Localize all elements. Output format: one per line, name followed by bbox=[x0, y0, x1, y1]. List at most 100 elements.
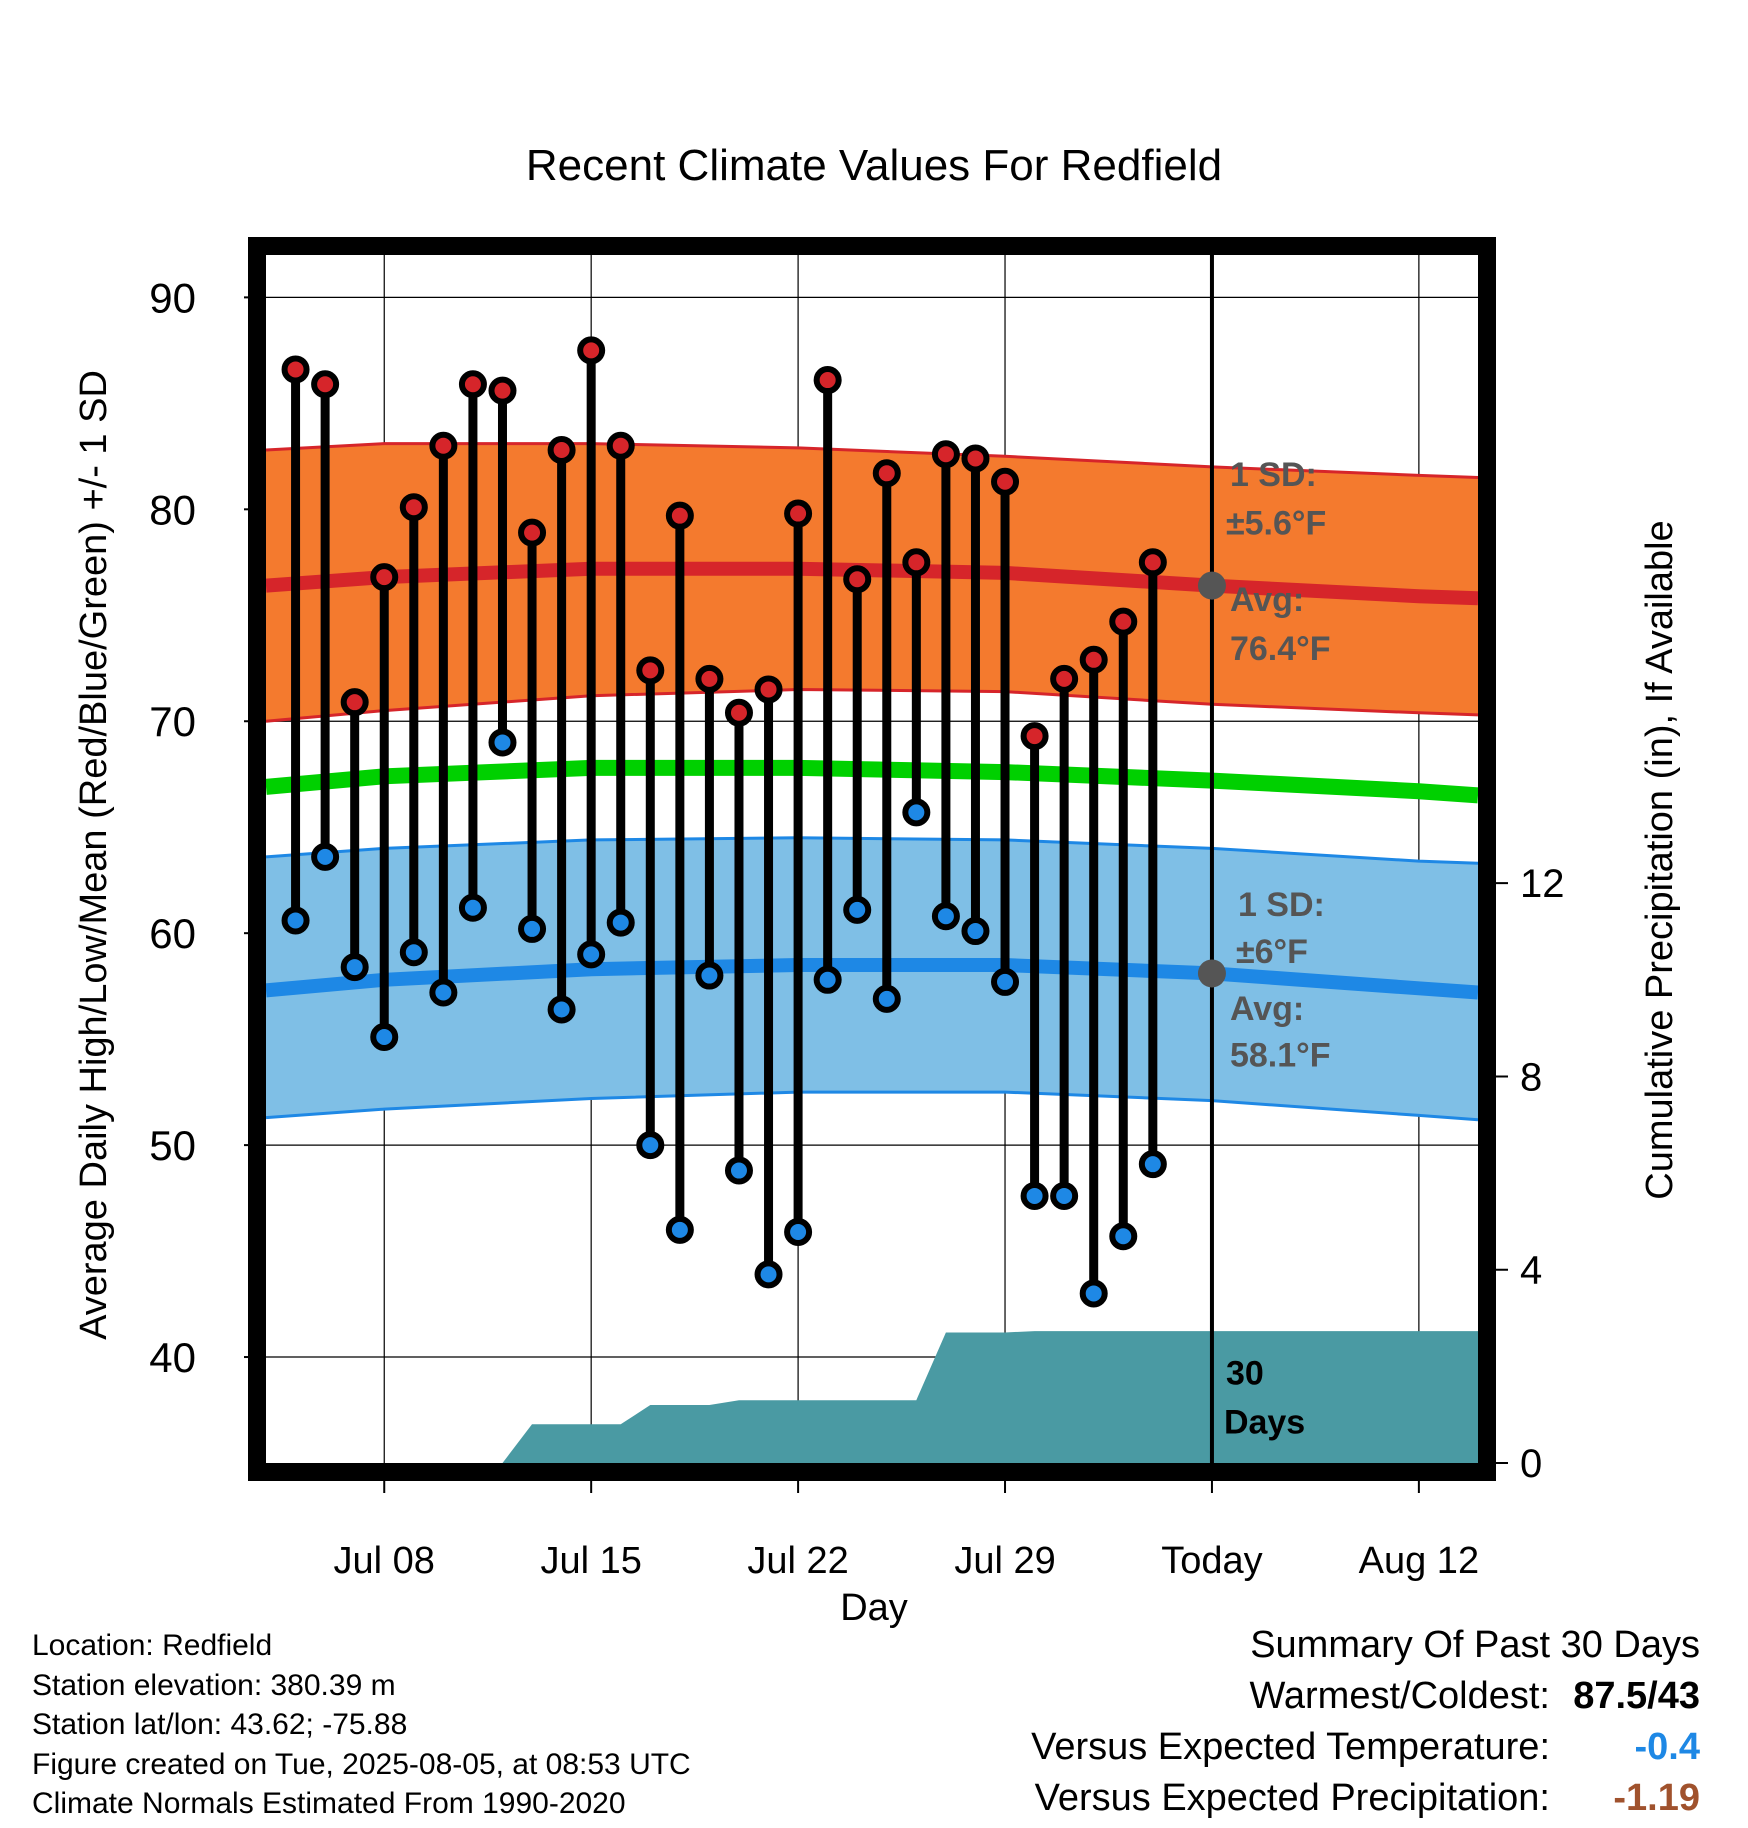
y-tick-label-60: 60 bbox=[149, 910, 196, 957]
low-point-2025-08-01 bbox=[1079, 1279, 1108, 1308]
elevation-text: Station elevation: 380.39 m bbox=[32, 1668, 396, 1702]
annotations: 1 SD: ±5.6°F Avg: 76.4°F 1 SD: ±6°F Avg: 58.1°F… bbox=[1197, 456, 1331, 1441]
high-point-2025-07-14 bbox=[547, 435, 576, 464]
high-point-2025-07-12 bbox=[488, 376, 517, 405]
y-tick-label-70: 70 bbox=[149, 698, 196, 745]
temp-value: -0.4 bbox=[1634, 1726, 1700, 1768]
high-point-2025-07-20 bbox=[724, 698, 753, 727]
warmest-label: Warmest/Coldest: bbox=[1249, 1675, 1550, 1717]
high-point-2025-08-03 bbox=[1138, 548, 1167, 577]
days-label: Days bbox=[1224, 1403, 1305, 1441]
today-low-avg-dot bbox=[1197, 959, 1226, 988]
low-point-2025-07-23 bbox=[813, 965, 842, 994]
x-tick-label-4: Today bbox=[1161, 1540, 1262, 1582]
high-point-2025-07-23 bbox=[813, 366, 842, 395]
low-point-2025-07-24 bbox=[843, 895, 872, 924]
y2-axis-label: Cumulative Precipitation (in), If Availa… bbox=[1639, 520, 1681, 1199]
high-point-2025-07-26 bbox=[902, 548, 931, 577]
high-point-2025-07-07 bbox=[340, 688, 369, 717]
y2-tick-label-12: 12 bbox=[1520, 862, 1565, 906]
low-point-2025-07-16 bbox=[606, 908, 635, 937]
high-point-2025-07-27 bbox=[931, 440, 960, 469]
y-tick-label-40: 40 bbox=[149, 1334, 196, 1381]
low-point-2025-07-30 bbox=[1020, 1181, 1049, 1210]
high-point-2025-07-24 bbox=[843, 565, 872, 594]
low-point-2025-08-02 bbox=[1109, 1222, 1138, 1251]
low-sd-title: 1 SD: bbox=[1238, 886, 1325, 924]
low-point-2025-07-28 bbox=[961, 917, 990, 946]
low-sd-value: ±6°F bbox=[1236, 933, 1308, 971]
high-point-2025-07-06 bbox=[311, 370, 340, 399]
low-point-2025-07-26 bbox=[902, 798, 931, 827]
daily-markers bbox=[281, 245, 1214, 1463]
x-tick-label-5: Aug 12 bbox=[1359, 1540, 1479, 1582]
summary-warmest-row: Warmest/Coldest: 87.5/43 bbox=[1031, 1671, 1700, 1722]
low-point-2025-07-25 bbox=[872, 984, 901, 1013]
location-text: Location: Redfield bbox=[32, 1629, 273, 1662]
low-point-2025-07-08 bbox=[370, 1023, 399, 1052]
low-point-2025-07-20 bbox=[724, 1156, 753, 1185]
summary-panel: Summary Of Past 30 Days Warmest/Coldest:… bbox=[1031, 1620, 1700, 1824]
low-point-2025-07-17 bbox=[636, 1131, 665, 1160]
normals-text: Climate Normals Estimated From 1990-2020 bbox=[32, 1787, 626, 1820]
high-point-2025-07-31 bbox=[1050, 664, 1079, 693]
high-sd-band-lower-edge bbox=[265, 687, 1479, 723]
low-point-2025-07-29 bbox=[991, 967, 1020, 996]
high-point-2025-08-01 bbox=[1079, 645, 1108, 674]
high-point-2025-07-22 bbox=[784, 499, 813, 528]
latlon-text: Station lat/lon: 43.62; -75.88 bbox=[32, 1708, 408, 1741]
high-sd-band bbox=[266, 443, 1478, 722]
precip-value: -1.19 bbox=[1613, 1777, 1700, 1819]
high-point-2025-07-11 bbox=[458, 370, 487, 399]
low-avg-title: Avg: bbox=[1230, 990, 1304, 1028]
low-point-2025-07-09 bbox=[399, 938, 428, 967]
y2-tick-label-8: 8 bbox=[1520, 1055, 1542, 1099]
high-point-2025-07-05 bbox=[281, 355, 310, 384]
low-point-2025-07-05 bbox=[281, 906, 310, 935]
high-sd-title: 1 SD: bbox=[1230, 456, 1317, 494]
precip-area bbox=[266, 1331, 1478, 1463]
high-point-2025-07-25 bbox=[872, 459, 901, 488]
plot-frame bbox=[248, 237, 1496, 1481]
axes: 40 50 60 70 80 90 0 4 8 12 Jul 08 Jul 15 Jul 22 Jul 2… bbox=[149, 274, 1564, 1582]
high-point-2025-07-15 bbox=[577, 336, 606, 365]
today-high-avg-dot bbox=[1197, 571, 1226, 600]
high-point-2025-07-16 bbox=[606, 431, 635, 460]
low-avg-value: 58.1°F bbox=[1230, 1037, 1331, 1075]
high-avg-value: 76.4°F bbox=[1230, 630, 1331, 668]
high-point-2025-07-17 bbox=[636, 656, 665, 685]
y-tick-label-90: 90 bbox=[149, 274, 196, 321]
x-tick-label-0: Jul 08 bbox=[334, 1540, 435, 1582]
high-point-2025-07-13 bbox=[518, 518, 547, 547]
high-avg-line bbox=[265, 561, 1479, 606]
high-point-2025-07-10 bbox=[429, 431, 458, 460]
low-point-2025-07-22 bbox=[784, 1217, 813, 1246]
low-sd-band bbox=[266, 837, 1478, 1120]
created-text: Figure created on Tue, 2025-08-05, at 08… bbox=[32, 1747, 691, 1781]
climate-chart: Recent Climate Values For Redfield 1 SD:… bbox=[73, 141, 1681, 1628]
low-point-2025-07-14 bbox=[547, 995, 576, 1024]
low-point-2025-07-13 bbox=[518, 914, 547, 943]
low-point-2025-07-07 bbox=[340, 953, 369, 982]
summary-title-text: Summary Of Past 30 Days bbox=[1250, 1624, 1700, 1666]
y-axis-label: Average Daily High/Low/Mean (Red/Blue/Gr… bbox=[73, 370, 115, 1340]
high-point-2025-07-19 bbox=[695, 664, 724, 693]
summary-precip-row: Versus Expected Precipitation: -1.19 bbox=[1031, 1773, 1700, 1824]
summary-title: Summary Of Past 30 Days bbox=[1031, 1620, 1700, 1671]
low-point-2025-08-03 bbox=[1138, 1150, 1167, 1179]
x-tick-label-2: Jul 22 bbox=[747, 1540, 848, 1582]
low-avg-line bbox=[265, 958, 1479, 1000]
x-tick-label-3: Jul 29 bbox=[954, 1540, 1055, 1582]
low-point-2025-07-21 bbox=[754, 1260, 783, 1289]
high-point-2025-07-28 bbox=[961, 444, 990, 473]
high-point-2025-07-30 bbox=[1020, 722, 1049, 751]
high-point-2025-08-02 bbox=[1109, 607, 1138, 636]
y-tick-label-50: 50 bbox=[149, 1122, 196, 1169]
high-point-2025-07-29 bbox=[991, 467, 1020, 496]
low-point-2025-07-11 bbox=[458, 893, 487, 922]
y2-tick-label-0: 0 bbox=[1520, 1442, 1542, 1486]
x-axis-label: Day bbox=[840, 1587, 908, 1628]
low-point-2025-07-27 bbox=[931, 902, 960, 931]
low-point-2025-07-31 bbox=[1050, 1181, 1079, 1210]
precip-label: Versus Expected Precipitation: bbox=[1034, 1777, 1550, 1819]
